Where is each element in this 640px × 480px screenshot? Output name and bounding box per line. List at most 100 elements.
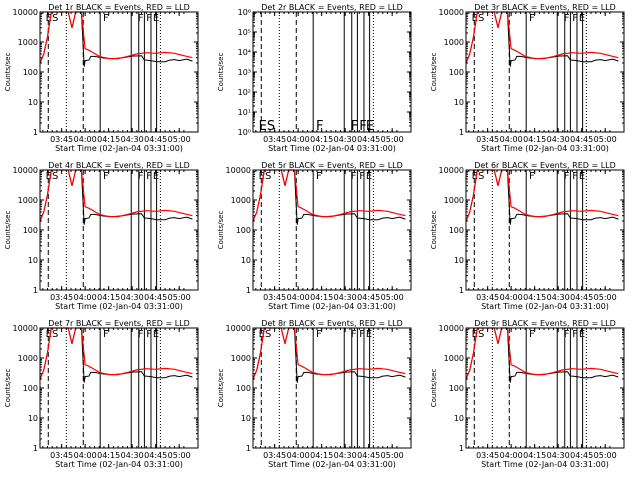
y-tick-label: 1 bbox=[459, 286, 464, 295]
y-tick-label: 100 bbox=[23, 226, 38, 235]
x-tick-label: 04:00 bbox=[74, 293, 97, 302]
flag-label: ES bbox=[472, 171, 485, 182]
flag-label: F bbox=[351, 171, 357, 182]
panel-title: Det 4r BLACK = Events, RED = LLD bbox=[48, 161, 190, 170]
flag-label: F bbox=[564, 171, 570, 182]
flag-label: F bbox=[359, 171, 365, 182]
plot-frame bbox=[253, 12, 411, 132]
x-tick-label: 04:15 bbox=[523, 135, 546, 144]
y-tick-label: 10000 bbox=[226, 166, 251, 175]
plot-frame bbox=[466, 12, 624, 132]
plot-frame bbox=[466, 328, 624, 448]
flag-label: F bbox=[138, 171, 144, 182]
y-tick-label: 1000 bbox=[18, 354, 38, 363]
flag-label: F bbox=[359, 329, 365, 340]
x-tick-label: 04:30 bbox=[334, 293, 357, 302]
x-tick-label: 04:15 bbox=[97, 135, 120, 144]
flag-label: ES bbox=[46, 13, 59, 24]
panel-title: Det 3r BLACK = Events, RED = LLD bbox=[474, 3, 616, 12]
lld-series-line bbox=[40, 328, 192, 379]
lld-series-line bbox=[253, 170, 405, 221]
x-tick-label: 05:00 bbox=[594, 451, 617, 460]
panel-title: Det 8r BLACK = Events, RED = LLD bbox=[261, 319, 403, 328]
x-tick-label: 04:00 bbox=[287, 451, 310, 460]
x-tick-label: 03:45 bbox=[50, 293, 73, 302]
x-tick-label: 04:30 bbox=[547, 135, 570, 144]
y-tick-label: 1 bbox=[246, 444, 251, 453]
x-tick-label: 04:45 bbox=[357, 135, 380, 144]
x-tick-label: 04:00 bbox=[74, 451, 97, 460]
flag-label: F bbox=[529, 329, 535, 340]
flag-label: F bbox=[146, 13, 152, 24]
y-tick-label: 1000 bbox=[231, 354, 251, 363]
x-tick-label: 04:45 bbox=[357, 451, 380, 460]
x-tick-label: 04:15 bbox=[523, 293, 546, 302]
y-axis-label: Counts/sec bbox=[217, 211, 225, 250]
x-tick-label: 04:15 bbox=[310, 135, 333, 144]
x-tick-label: 04:15 bbox=[97, 451, 120, 460]
y-tick-label: 10¹ bbox=[238, 108, 251, 117]
flag-label: F bbox=[351, 329, 357, 340]
x-tick-label: 04:45 bbox=[144, 293, 167, 302]
x-tick-label: 05:00 bbox=[381, 293, 404, 302]
flag-label: F bbox=[572, 329, 578, 340]
x-tick-label: 04:45 bbox=[570, 135, 593, 144]
x-tick-label: 05:00 bbox=[594, 135, 617, 144]
x-tick-label: 03:45 bbox=[263, 135, 286, 144]
x-axis-label: Start Time (02-Jan-04 03:31:00) bbox=[268, 144, 396, 153]
plot-frame bbox=[40, 12, 198, 132]
y-tick-label: 1 bbox=[33, 444, 38, 453]
y-tick-label: 10000 bbox=[439, 8, 464, 17]
x-axis-label: Start Time (02-Jan-04 03:31:00) bbox=[481, 302, 609, 311]
plot-frame bbox=[40, 328, 198, 448]
x-tick-label: 04:30 bbox=[334, 451, 357, 460]
x-tick-label: 03:45 bbox=[476, 135, 499, 144]
x-tick-label: 05:00 bbox=[381, 135, 404, 144]
flag-label: F bbox=[564, 329, 570, 340]
y-tick-label: 10 bbox=[454, 98, 464, 107]
y-tick-label: 10000 bbox=[13, 8, 38, 17]
y-tick-label: 1 bbox=[459, 444, 464, 453]
panel-title: Det 5r BLACK = Events, RED = LLD bbox=[261, 161, 403, 170]
y-tick-label: 1000 bbox=[444, 354, 464, 363]
x-tick-label: 05:00 bbox=[168, 451, 191, 460]
flag-label: F bbox=[103, 329, 109, 340]
flag-label: F bbox=[316, 329, 322, 340]
x-tick-label: 03:45 bbox=[476, 451, 499, 460]
y-tick-label: 1 bbox=[33, 286, 38, 295]
y-tick-label: 10000 bbox=[439, 166, 464, 175]
y-axis-label: Counts/sec bbox=[4, 53, 12, 92]
x-tick-label: 04:15 bbox=[310, 451, 333, 460]
detector-panel: Det 2r BLACK = Events, RED = LLDES F F F E10… bbox=[217, 3, 411, 153]
y-tick-label: 10 bbox=[28, 414, 38, 423]
y-tick-label: 1000 bbox=[18, 38, 38, 47]
y-tick-label: 10 bbox=[241, 256, 251, 265]
panel-title: Det 9r BLACK = Events, RED = LLD bbox=[474, 319, 616, 328]
y-tick-label: 10000 bbox=[13, 324, 38, 333]
flag-label: ES bbox=[46, 329, 59, 340]
x-tick-label: 05:00 bbox=[168, 135, 191, 144]
flag-label: ES bbox=[46, 171, 59, 182]
x-tick-label: 04:30 bbox=[121, 451, 144, 460]
y-tick-label: 100 bbox=[449, 68, 464, 77]
flag-label: F bbox=[564, 13, 570, 24]
y-tick-label: 1000 bbox=[18, 196, 38, 205]
y-tick-label: 1000 bbox=[444, 38, 464, 47]
x-tick-label: 04:00 bbox=[287, 135, 310, 144]
flag-label: F bbox=[146, 329, 152, 340]
panel-title: Det 7r BLACK = Events, RED = LLD bbox=[48, 319, 190, 328]
flag-label: ES bbox=[259, 329, 272, 340]
y-tick-label: 10⁵ bbox=[238, 28, 251, 37]
x-tick-label: 04:30 bbox=[547, 293, 570, 302]
x-tick-label: 04:30 bbox=[547, 451, 570, 460]
x-tick-label: 03:45 bbox=[263, 293, 286, 302]
y-tick-label: 100 bbox=[236, 226, 251, 235]
y-tick-label: 100 bbox=[23, 384, 38, 393]
x-tick-label: 04:30 bbox=[121, 135, 144, 144]
x-axis-label: Start Time (02-Jan-04 03:31:00) bbox=[268, 460, 396, 469]
x-tick-label: 04:00 bbox=[500, 135, 523, 144]
